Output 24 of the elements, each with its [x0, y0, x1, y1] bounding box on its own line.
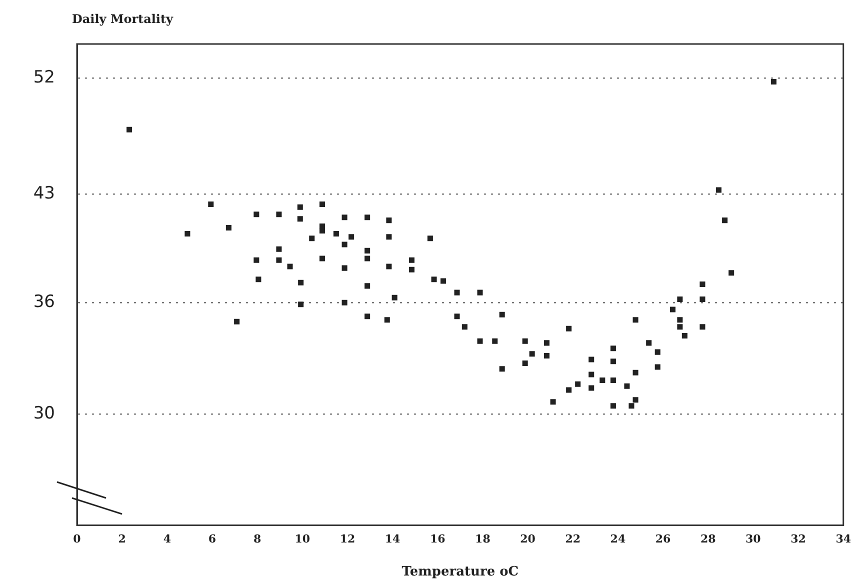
x-tick-label: 14 [384, 532, 401, 546]
x-tick-label: 4 [163, 532, 172, 546]
x-tick-label: 26 [655, 532, 672, 546]
x-tick-label: 18 [475, 532, 491, 546]
x-tick-label: 30 [746, 532, 762, 546]
x-tick-label: 6 [208, 532, 216, 546]
x-tick-label: 34 [836, 532, 852, 546]
x-tick-label: 8 [253, 532, 262, 546]
x-tick-label: 12 [340, 532, 356, 546]
x-tick-label: 28 [700, 532, 716, 546]
x-tick-label: 0 [73, 532, 82, 546]
x-tick-label: 32 [790, 532, 806, 546]
x-tick-label: 22 [565, 532, 581, 546]
y-axis-title: Daily Mortality [72, 12, 174, 26]
x-tick-label: 20 [520, 532, 536, 546]
y-tick-label: 36 [33, 292, 55, 312]
x-tick-label: 2 [118, 532, 126, 546]
y-tick-label: 52 [33, 68, 55, 88]
y-tick-label: 43 [33, 184, 55, 204]
x-axis-title: Temperature oC [402, 564, 519, 580]
y-tick-label: 30 [33, 403, 55, 424]
x-tick-label: 16 [430, 532, 446, 546]
x-tick-label: 10 [294, 532, 310, 546]
x-tick-label: 24 [610, 532, 626, 546]
